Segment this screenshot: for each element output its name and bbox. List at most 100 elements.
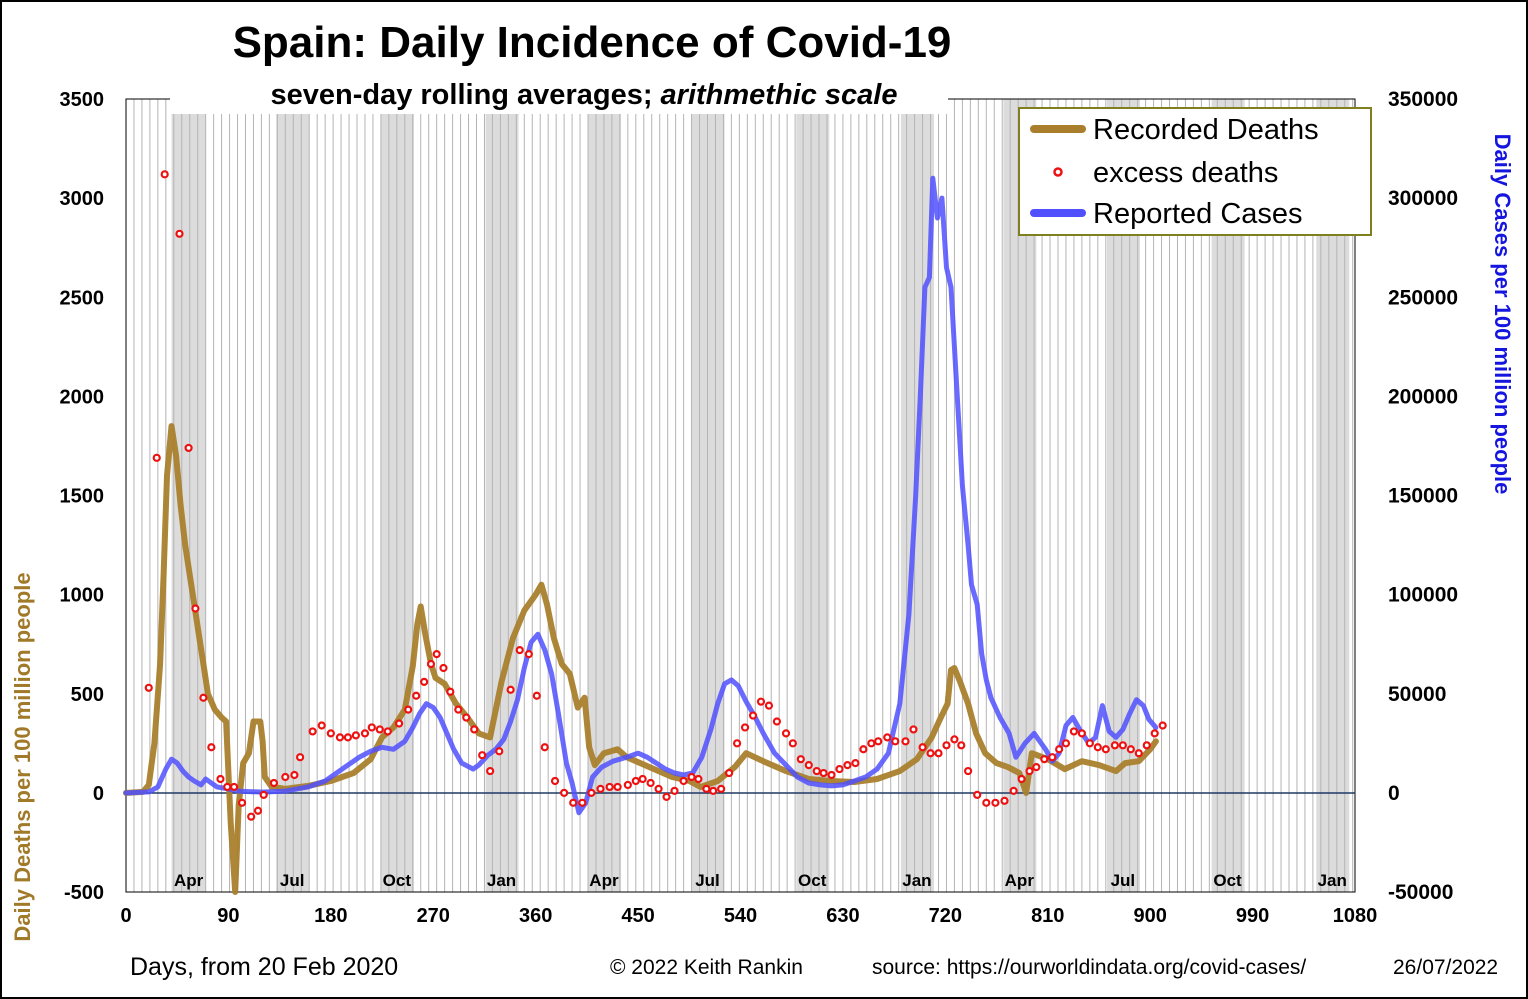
excess-death-point	[569, 798, 578, 807]
excess-death-point	[230, 782, 239, 792]
excess-death-point	[732, 739, 742, 748]
excess-death-point	[891, 737, 900, 746]
excess-death-point	[1126, 745, 1135, 754]
left-tick-label: 2500	[60, 287, 105, 309]
excess-death-point	[199, 693, 208, 702]
excess-death-point	[942, 741, 951, 750]
excess-death-point	[446, 687, 455, 696]
excess-death-point	[253, 806, 263, 815]
excess-death-point	[772, 717, 782, 726]
x-tick-label: 1080	[1333, 905, 1378, 927]
series-recorded-deaths	[123, 423, 1159, 895]
excess-death-point	[207, 743, 216, 752]
month-label: Jan	[487, 871, 516, 890]
excess-death-point	[694, 774, 703, 784]
excess-death-point	[432, 649, 441, 659]
x-tick-label: 630	[826, 905, 859, 927]
excess-death-point	[216, 774, 225, 784]
right-tick-label: 0	[1388, 782, 1400, 805]
excess-death-point	[788, 739, 797, 748]
excess-death-point	[596, 784, 605, 794]
left-tick-label: 3500	[60, 89, 105, 111]
excess-death-point	[412, 691, 421, 700]
excess-death-point	[812, 766, 821, 776]
chart-subtitle: seven-day rolling averages; arithmethic …	[270, 79, 897, 111]
excess-death-point	[1077, 729, 1086, 738]
excess-death-point	[918, 743, 927, 752]
excess-death-point	[973, 790, 982, 799]
x-tick-label: 0	[120, 905, 131, 927]
right-tick-label: 200000	[1388, 385, 1458, 408]
excess-death-point	[524, 649, 533, 659]
excess-death-point	[515, 646, 524, 655]
month-label: Jul	[1111, 871, 1136, 890]
date-text: 26/07/2022	[1393, 956, 1498, 979]
excess-death-point	[819, 768, 828, 778]
excess-death-point	[909, 725, 918, 734]
excess-death-point	[748, 711, 758, 720]
excess-death-point	[326, 729, 335, 738]
right-tick-label: 300000	[1388, 187, 1458, 210]
x-tick-label: 720	[929, 905, 962, 927]
excess-death-point	[662, 792, 671, 801]
month-label: Oct	[1213, 871, 1242, 890]
excess-death-point	[827, 770, 836, 780]
excess-death-point	[375, 725, 384, 734]
left-axis-label: Daily Deaths per 100 million people	[10, 572, 35, 941]
excess-death-point	[478, 751, 487, 760]
quarter-shade-band	[171, 99, 206, 892]
excess-death-point	[335, 733, 345, 742]
excess-death-point	[934, 749, 943, 758]
excess-death-point	[1048, 753, 1057, 762]
excess-death-point	[420, 677, 429, 686]
excess-death-point	[843, 761, 852, 770]
excess-death-point	[1150, 729, 1159, 738]
excess-death-point	[796, 755, 805, 764]
excess-death-point	[1025, 766, 1034, 776]
excess-death-point	[191, 604, 200, 613]
excess-death-point	[259, 790, 268, 799]
right-tick-label: 100000	[1388, 584, 1458, 607]
excess-death-point	[605, 782, 614, 792]
excess-death-point	[454, 705, 463, 714]
left-tick-label: 3000	[60, 188, 105, 210]
quarter-shade-band	[276, 99, 310, 892]
excess-death-point	[679, 776, 688, 786]
excess-death-point	[1009, 786, 1018, 795]
excess-death-point	[702, 784, 711, 794]
left-tick-label: 1000	[60, 585, 105, 607]
subtitle-italic: arithmethic scale	[661, 79, 898, 111]
chart-title: Spain: Daily Incidence of Covid-19	[233, 18, 952, 67]
excess-death-point	[296, 753, 305, 762]
excess-death-point	[950, 735, 959, 744]
excess-death-point	[343, 733, 353, 742]
excess-death-point	[540, 743, 549, 752]
excess-death-point	[670, 786, 679, 795]
quarter-shade-band	[380, 99, 414, 892]
x-axis-caption: Days, from 20 Feb 2020	[130, 953, 398, 981]
month-label: Oct	[383, 871, 412, 890]
series-reported-cases	[123, 175, 1159, 816]
quarter-shade-band	[691, 99, 725, 892]
excess-death-point	[360, 729, 370, 738]
excess-death-point	[638, 774, 647, 784]
legend: Recorded Deaths excess deaths Reported C…	[1018, 107, 1372, 236]
excess-death-point	[317, 721, 326, 730]
excess-death-point	[963, 766, 973, 776]
excess-death-point	[462, 713, 471, 722]
excess-death-point	[578, 798, 587, 807]
excess-death-point	[926, 749, 935, 758]
excess-death-point	[867, 739, 876, 748]
excess-death-point	[383, 727, 392, 736]
excess-death-point	[687, 772, 696, 782]
x-tick-label: 90	[217, 905, 239, 927]
excess-death-point	[764, 701, 774, 710]
axis-ticks: 3500 3000 2500 2000 1500 1000 500 0 -500 350000 30…	[60, 88, 1459, 927]
excess-death-point	[560, 788, 569, 797]
excess-death-point	[740, 723, 750, 732]
excess-death-point	[495, 747, 504, 756]
legend-label-deaths: Recorded Deaths	[1093, 114, 1319, 146]
quarter-shade-band	[485, 99, 519, 892]
x-tick-label: 900	[1133, 905, 1166, 927]
right-tick-label: -50000	[1388, 881, 1453, 904]
